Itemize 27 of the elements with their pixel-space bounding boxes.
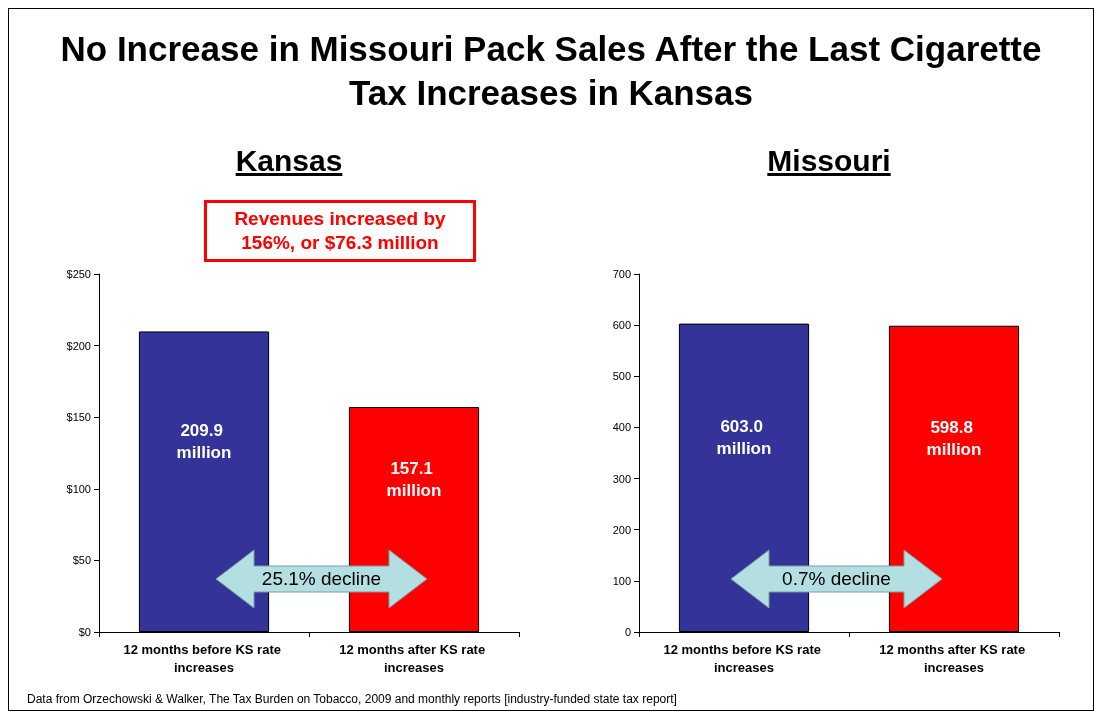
y-tick-label: 600	[612, 319, 631, 332]
y-tick-label: 200	[612, 523, 631, 536]
y-tick-label: $0	[78, 626, 91, 638]
chart-title: No Increase in Missouri Pack Sales After the Last Cigarette Tax Increases in Kansas	[59, 28, 1043, 114]
y-tick-label: 700	[612, 268, 631, 280]
data-label: 209.9 million	[176, 421, 232, 463]
y-tick-label: 100	[612, 574, 631, 587]
y-tick-label: 400	[612, 421, 631, 434]
text: Data from Orzechowski & Walker, The Tax Burden on Tobacco, 2009 and monthly reports [industry-funded state tax report]	[27, 692, 677, 706]
x-tick-label: 12 months before KS rate increases	[123, 641, 285, 675]
y-tick-label: $150	[66, 411, 91, 424]
x-tick-label: 12 months before KS rate increases	[663, 641, 825, 675]
y-tick-label: 500	[612, 370, 631, 383]
y-tick-label: 0	[624, 626, 631, 638]
y-tick-label: $50	[72, 554, 91, 567]
text: Revenues increased by 156%, or $76.3 million	[204, 200, 476, 262]
y-tick-label: $250	[66, 268, 91, 280]
chart-subtitle: Missouri	[766, 144, 892, 178]
data-label: 598.8 million	[926, 418, 982, 460]
y-tick-label: $200	[66, 339, 91, 352]
data-label: 603.0 million	[716, 417, 772, 459]
data-label: 157.1 million	[386, 459, 442, 501]
y-tick-label: 300	[612, 472, 631, 485]
chart-subtitle: Kansas	[234, 144, 344, 178]
x-tick-label: 12 months after KS rate increases	[879, 641, 1029, 675]
x-tick-label: 12 months after KS rate increases	[339, 641, 489, 675]
y-tick-label: $100	[66, 482, 91, 495]
